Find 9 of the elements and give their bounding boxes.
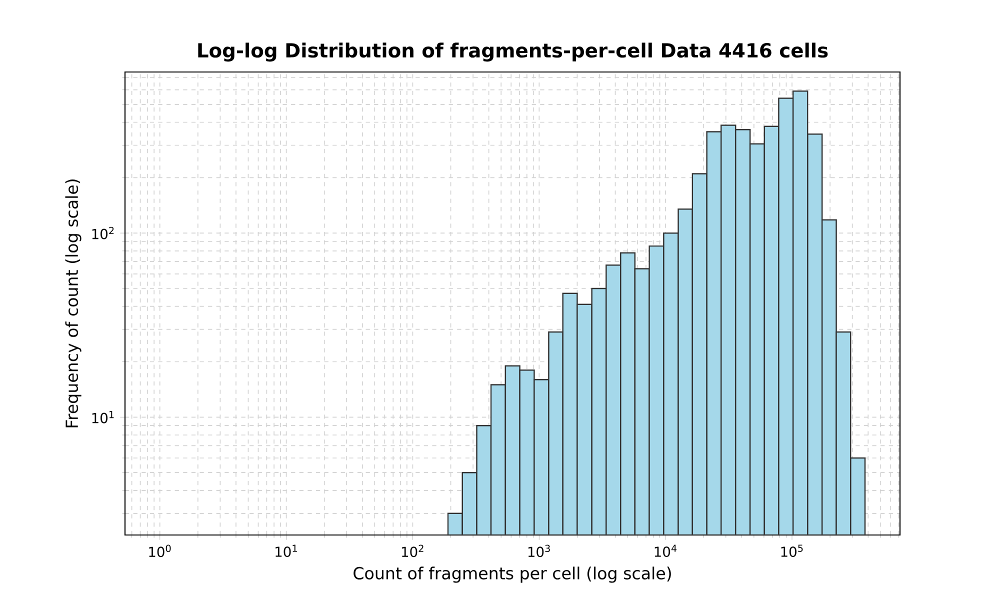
x-tick-label: 10$^{1}$ (276, 544, 297, 558)
x-tick-label: 10$^{2}$ (402, 544, 424, 558)
chart-title: Log-log Distribution of fragments-per-cell Data 4416 cells (198, 42, 828, 62)
x-axis-title: Count of fragments per cell (log scale) (354, 566, 671, 583)
y-axis-title: Frequency of count (log scale) (65, 180, 82, 428)
x-tick-label: 10$^{3}$ (528, 544, 550, 558)
x-tick-label: 10$^{4}$ (654, 544, 677, 558)
x-tick-label: 10$^{5}$ (781, 544, 803, 558)
x-tick-label: 10$^{0}$ (149, 544, 171, 558)
